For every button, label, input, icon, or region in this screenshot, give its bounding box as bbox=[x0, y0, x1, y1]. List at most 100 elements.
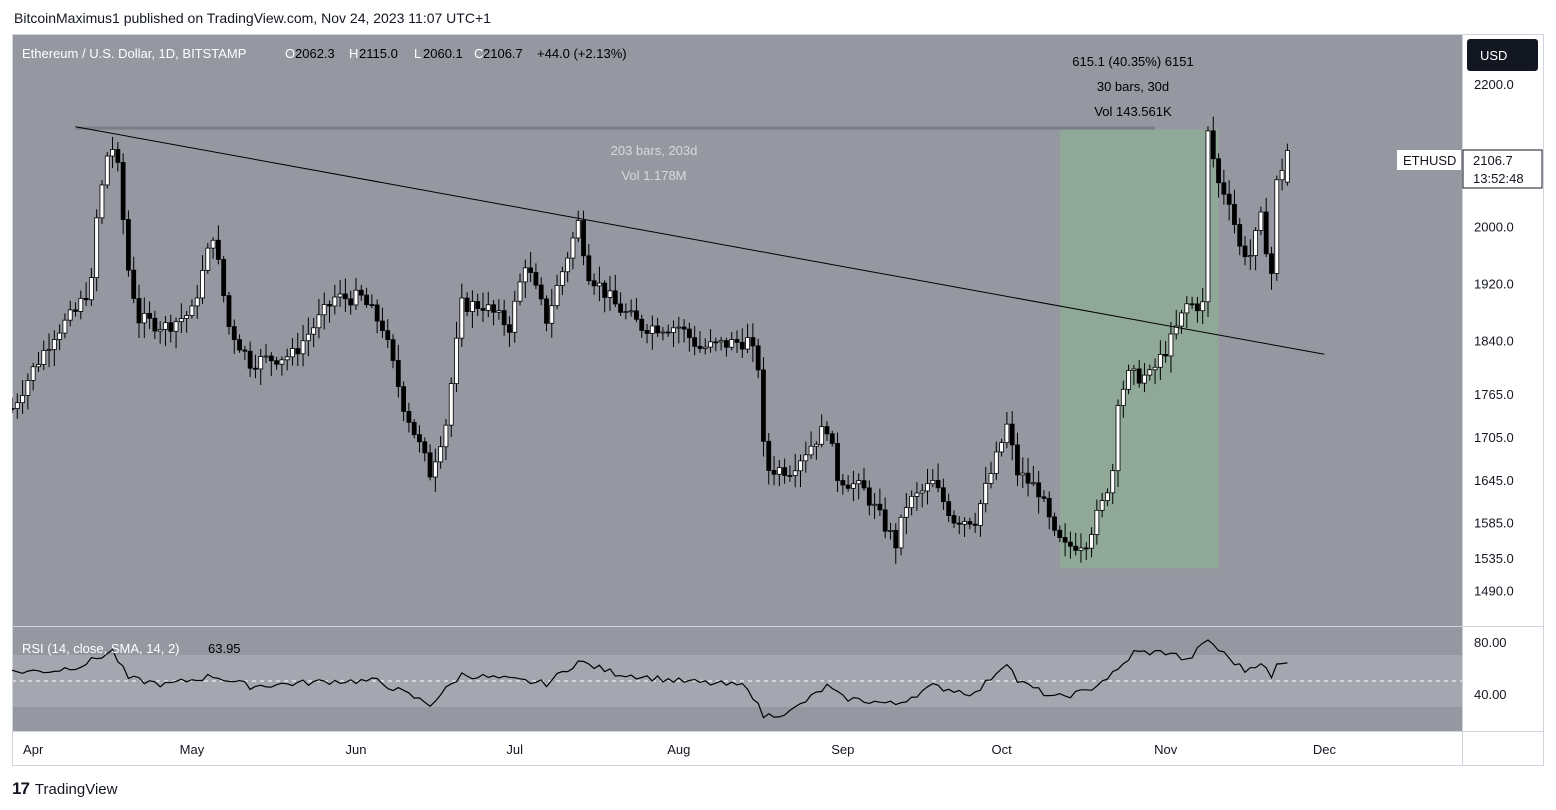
candle-up bbox=[459, 297, 465, 339]
candle-down bbox=[1216, 158, 1221, 184]
price-tick-label: 2200.0 bbox=[1474, 77, 1514, 92]
rsi-line bbox=[12, 639, 1288, 719]
price-tag-bg bbox=[1462, 149, 1543, 189]
candle-down bbox=[406, 411, 412, 423]
candle-up bbox=[512, 300, 518, 333]
candle-down bbox=[369, 304, 375, 307]
candle-down bbox=[771, 470, 777, 475]
candle-down bbox=[417, 434, 422, 443]
candle-down bbox=[12, 408, 15, 410]
candle-down bbox=[1036, 482, 1042, 498]
candle-down bbox=[681, 326, 687, 330]
chart-frame: Ethereum / U.S. Dollar, 1D, BITSTAMP O 2… bbox=[12, 34, 1544, 766]
candle-down bbox=[1269, 253, 1274, 274]
candle-up bbox=[300, 340, 306, 355]
candle-down bbox=[1073, 545, 1079, 551]
rsi-axis-labels: 80.00 40.00 bbox=[1474, 635, 1507, 702]
candle-down bbox=[877, 503, 883, 511]
price-axis-labels: 2200.0 2000.0 1920.0 1840.0 1765.0 1705.0 1645… bbox=[1474, 77, 1514, 598]
candle-up bbox=[925, 483, 930, 492]
candle-up bbox=[978, 503, 983, 526]
candle-up bbox=[30, 366, 36, 381]
candle-up bbox=[798, 460, 803, 472]
candle-down bbox=[1136, 368, 1142, 384]
candle-down bbox=[845, 484, 851, 489]
candle-up bbox=[14, 402, 20, 410]
candle-up bbox=[702, 346, 708, 349]
measure-line-2: 30 bars, 30d bbox=[1097, 79, 1169, 94]
time-tick-label: Dec bbox=[1313, 742, 1337, 757]
candle-up bbox=[1179, 312, 1184, 327]
measure-line-1: 615.1 (40.35%) 6151 bbox=[1072, 54, 1193, 69]
currency-button-label[interactable]: USD bbox=[1480, 48, 1507, 63]
candle-down bbox=[581, 220, 586, 257]
rsi-legend: RSI (14, close, SMA, 14, 2) 63.95 bbox=[22, 641, 241, 656]
candle-up bbox=[851, 483, 856, 489]
time-tick-label: Oct bbox=[991, 742, 1012, 757]
candle-down bbox=[692, 337, 698, 347]
candle-down bbox=[1062, 537, 1068, 543]
candle-down bbox=[491, 304, 496, 313]
candle-up bbox=[808, 445, 814, 456]
currency-button[interactable]: USD bbox=[1467, 39, 1538, 71]
candle-up bbox=[194, 297, 200, 307]
candle-up bbox=[353, 289, 359, 306]
price-range-highlight bbox=[1059, 129, 1219, 569]
candle-down bbox=[131, 269, 137, 299]
candle-up bbox=[454, 337, 459, 385]
descending-trendline[interactable] bbox=[75, 126, 1325, 355]
candle-up bbox=[1173, 325, 1179, 335]
candle-down bbox=[787, 475, 793, 477]
candle-up bbox=[993, 451, 999, 474]
candle-up bbox=[210, 239, 216, 249]
candle-up bbox=[438, 446, 444, 463]
candle-up bbox=[470, 301, 475, 312]
candle-down bbox=[935, 480, 941, 489]
candle-down bbox=[136, 298, 142, 324]
candle-down bbox=[840, 480, 846, 486]
candle-up bbox=[1089, 534, 1094, 549]
currency-button-bg[interactable] bbox=[1467, 39, 1538, 71]
candle-up bbox=[110, 149, 115, 157]
candle-up bbox=[909, 495, 915, 509]
candle-up bbox=[628, 310, 634, 313]
candle-up bbox=[258, 356, 264, 370]
candle-up bbox=[1168, 333, 1174, 357]
candle-down bbox=[237, 339, 242, 351]
symbol-tag-bg bbox=[1397, 150, 1461, 170]
candle-down bbox=[411, 421, 417, 436]
candle-up bbox=[517, 281, 523, 302]
open-label: O bbox=[285, 46, 295, 61]
candle-down bbox=[951, 515, 957, 524]
candle-up bbox=[570, 237, 576, 259]
tradingview-logo: 17 bbox=[12, 779, 30, 798]
time-axis[interactable] bbox=[12, 732, 1462, 766]
candle-down bbox=[755, 345, 761, 371]
candle-up bbox=[1094, 509, 1100, 535]
candle-down bbox=[385, 330, 391, 341]
candle-down bbox=[686, 328, 692, 339]
candle-up bbox=[1157, 353, 1163, 368]
tradingview-brand: TradingView bbox=[34, 780, 118, 798]
candle-up bbox=[1253, 230, 1259, 256]
candle-up bbox=[1099, 500, 1105, 511]
candle-down bbox=[544, 298, 549, 324]
candle-down bbox=[866, 487, 872, 506]
price-pane[interactable] bbox=[12, 34, 1462, 626]
candle-down bbox=[1052, 516, 1057, 531]
candle-down bbox=[1232, 203, 1237, 225]
candle-down bbox=[634, 310, 639, 320]
candle-down bbox=[528, 267, 534, 273]
candle-up bbox=[1147, 369, 1153, 376]
candle-down bbox=[342, 293, 348, 300]
candle-up bbox=[1279, 170, 1285, 181]
candle-down bbox=[1046, 497, 1052, 518]
time-tick-label: Sep bbox=[831, 742, 854, 757]
candle-up bbox=[178, 318, 184, 323]
candle-up bbox=[78, 297, 84, 312]
range-line-1: 203 bars, 203d bbox=[611, 143, 698, 158]
close-label: C bbox=[474, 46, 483, 61]
candle-up bbox=[200, 270, 205, 299]
candle-up bbox=[305, 333, 311, 342]
time-axis-labels: Apr May Jun Jul Aug Sep Oct Nov Dec bbox=[23, 742, 1336, 757]
